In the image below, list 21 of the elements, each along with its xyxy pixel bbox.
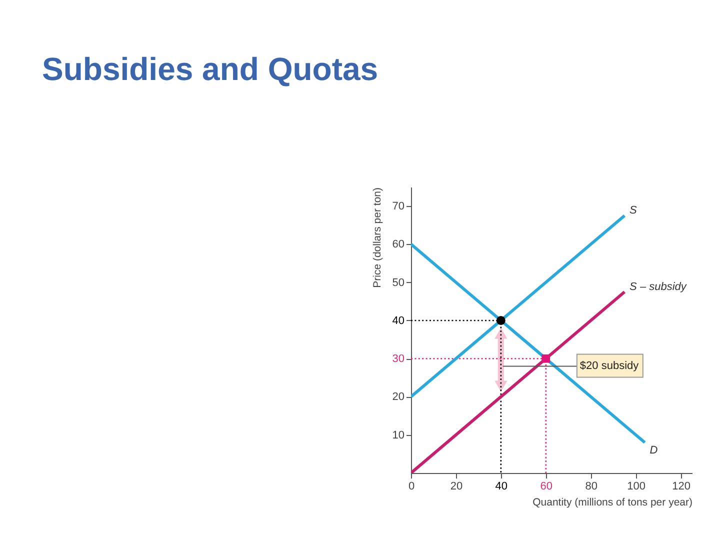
x-tick-label: 120	[672, 480, 690, 492]
x-tick-label: 40	[495, 480, 508, 492]
x-tick-label: 100	[627, 480, 646, 492]
y-tick-label: 60	[392, 238, 404, 251]
y-tick-label: 50	[392, 276, 404, 289]
x-tick-label: 80	[585, 480, 598, 492]
x-axis-title: Quantity (millions of tons per year)	[532, 496, 692, 508]
y-axis-title: Price (dollars per ton)	[371, 188, 384, 288]
series-label: S – subsidy	[630, 280, 688, 293]
x-tick-label: 60	[540, 480, 553, 492]
x-tick-label: 20	[450, 480, 463, 492]
series-label: S	[630, 204, 638, 217]
x-tick-label: 0	[408, 480, 415, 492]
y-tick-label: 10	[392, 429, 404, 442]
y-tick-label: 70	[392, 200, 404, 213]
annotation: $20 subsidy	[580, 360, 640, 372]
y-tick-label: 30	[392, 353, 404, 366]
chart-title: Subsidies and Quotas	[42, 51, 378, 87]
y-tick-label: 40	[392, 314, 404, 327]
series-label: D	[650, 444, 658, 456]
y-tick-label: 20	[392, 391, 404, 404]
